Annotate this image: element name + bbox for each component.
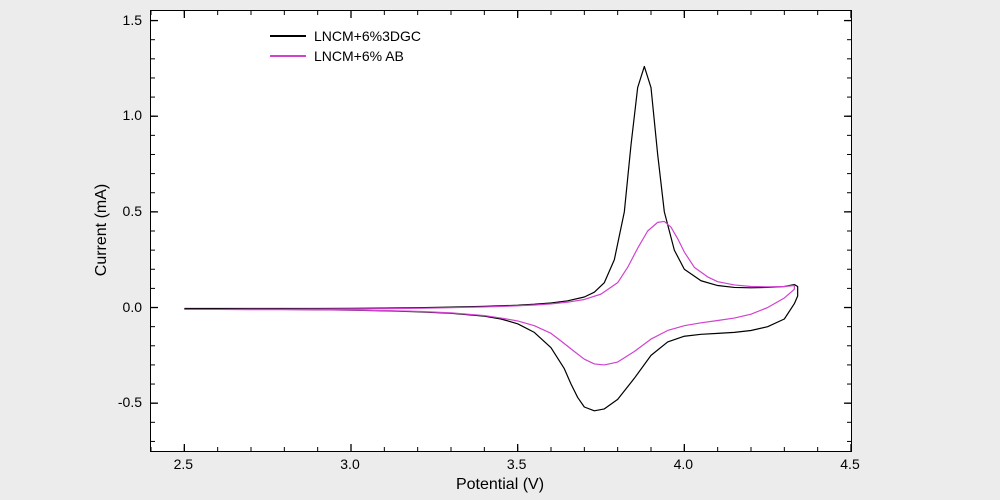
plot-svg	[151, 11, 851, 451]
cv-plot: LNCM+6%3DGC LNCM+6% AB	[150, 10, 852, 452]
x-tick-label: 4.0	[674, 456, 693, 472]
y-tick-label: 1.0	[123, 107, 142, 123]
y-tick-label: 1.5	[123, 12, 142, 28]
y-tick-label: 0.0	[123, 299, 142, 315]
y-tick-label: 0.5	[123, 203, 142, 219]
x-tick-label: 3.5	[507, 456, 526, 472]
y-tick-label: -0.5	[118, 394, 142, 410]
x-tick-label: 2.5	[174, 456, 193, 472]
x-axis-label: Potential (V)	[456, 476, 544, 494]
y-axis-label: Current (mA)	[93, 184, 111, 276]
x-tick-label: 4.5	[840, 456, 859, 472]
x-tick-label: 3.0	[340, 456, 359, 472]
